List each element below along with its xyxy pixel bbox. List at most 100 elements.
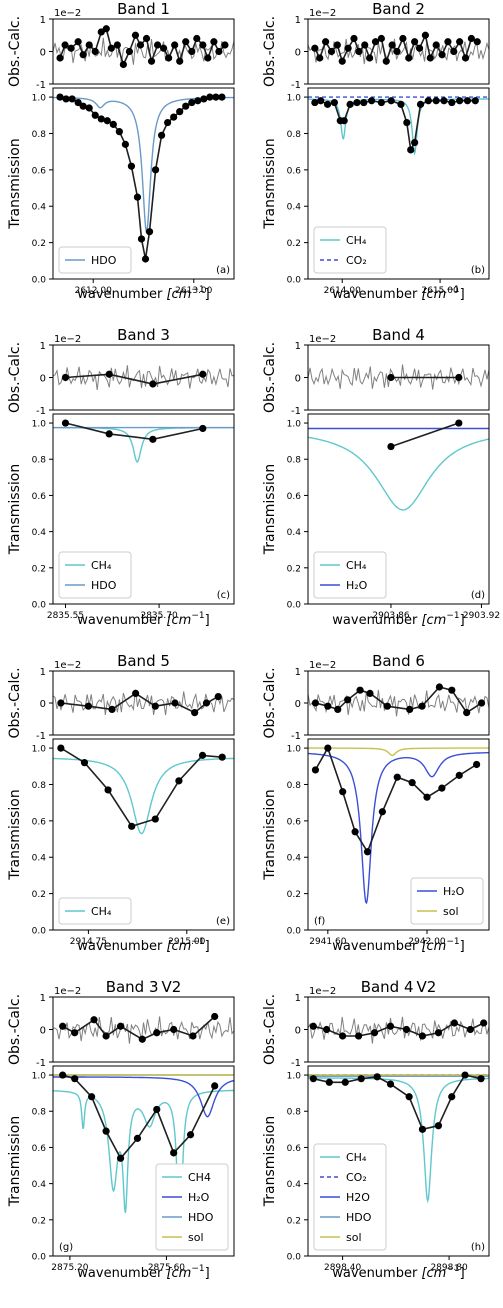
residual-point [189, 1032, 197, 1040]
observed-point [85, 104, 93, 112]
residual-point [210, 38, 218, 46]
ytick-label: 1.0 [287, 745, 302, 755]
residual-point [61, 373, 70, 382]
observed-point [103, 117, 111, 125]
residual-point [171, 699, 179, 707]
residual-point [473, 38, 481, 46]
residual-ylabel: Obs.-Calc. [262, 16, 278, 87]
observed-point [477, 1075, 485, 1083]
observed-point [455, 771, 463, 779]
residual-point [316, 54, 324, 62]
residual-point [432, 41, 440, 49]
transmission-plot [53, 93, 234, 263]
residual-ylabel: Obs.-Calc. [7, 667, 23, 738]
ytick-label: 0.4 [32, 528, 47, 538]
ytick-label: 1.0 [32, 745, 47, 755]
residual-point [426, 54, 434, 62]
legend-entry: CH₄ [346, 1151, 367, 1164]
residual-point [467, 34, 475, 43]
residual-exponent: 1e−2 [309, 986, 336, 997]
residual-point [136, 41, 145, 49]
legend-entry: CO₂ [346, 1171, 367, 1184]
residual-point [388, 41, 396, 49]
residual-point [383, 702, 391, 710]
observed-point [128, 822, 136, 830]
observed-point [309, 1075, 317, 1083]
observed-point [164, 118, 172, 127]
residual-plot [53, 1012, 234, 1044]
residual-point [339, 1032, 347, 1040]
ytick-label: 0.8 [287, 1108, 302, 1118]
residual-plot [308, 683, 489, 717]
observed-point [141, 255, 150, 263]
legend-box [155, 1163, 229, 1251]
ytick-label: 0.6 [287, 1144, 302, 1154]
ytick-label: 0.8 [32, 781, 47, 791]
legend: HDO [58, 246, 132, 274]
observed-point [74, 98, 82, 107]
series-line [53, 1089, 234, 1247]
ytick-label: 0.0 [287, 276, 302, 286]
observed-point [188, 98, 196, 107]
observed-point [170, 1149, 178, 1157]
residual-point [477, 699, 486, 707]
xaxis-label: wavenumber [cm−1] [77, 1264, 209, 1281]
panel-letter: (a) [216, 265, 230, 276]
residual-point [463, 709, 471, 717]
residual-point [456, 38, 464, 46]
legend-entry: HDO [91, 254, 117, 267]
residual-point [466, 1025, 474, 1034]
observed-point [218, 93, 226, 101]
xtick-label: 2614.00 [324, 286, 361, 296]
ytick-label: 0.6 [32, 166, 47, 176]
residual-ytick-label: 1 [40, 667, 46, 678]
legend: CH₄ CO₂ [313, 226, 387, 274]
transmission-frame [307, 413, 490, 605]
residual-ylabel: Obs.-Calc. [262, 667, 278, 738]
residual-point [382, 57, 390, 65]
ytick-label: 0.6 [32, 1144, 47, 1154]
residual-ytick-label: -1 [36, 406, 46, 417]
residual-point [450, 1019, 458, 1027]
residual-frame [52, 18, 235, 85]
residual-point [421, 31, 430, 39]
transmission-plot [53, 1071, 234, 1247]
residual-point [142, 34, 151, 43]
panel-letter: (g) [59, 1242, 73, 1253]
residual-point [74, 38, 82, 46]
legend-entry: HDO [346, 1211, 372, 1224]
xaxis-label: wavenumber [cm−1] [77, 937, 209, 954]
observed-point [411, 138, 419, 147]
xtick-label: 2898.40 [324, 1263, 361, 1273]
series-line [308, 1077, 489, 1204]
residual-point [366, 689, 374, 698]
residual-point [188, 47, 196, 56]
legend-box [58, 551, 132, 599]
residual-fit-line [65, 373, 203, 385]
panel-4: Band 4 1 0 -1 1e−2 Obs.-Calc. 0.0 0.2 0.4 0.6 0.8 1… [262, 326, 500, 628]
panel-title: Band 5 [117, 652, 170, 670]
residual-point [61, 41, 69, 49]
residual-plot [308, 31, 489, 65]
ytick-label: 0.2 [287, 890, 301, 900]
panel-letter: (c) [217, 590, 230, 601]
legend-box [410, 877, 484, 925]
residual-point [214, 693, 222, 701]
transmission-frame [52, 738, 235, 931]
residual-plot [53, 25, 234, 69]
legend-entry: HDO [91, 579, 117, 592]
ytick-label: 1.0 [287, 420, 302, 430]
ytick-label: 1.0 [32, 420, 47, 430]
series-line [53, 427, 234, 463]
residual-point [418, 1032, 427, 1040]
residual-point [334, 705, 342, 714]
ytick-label: 0.2 [287, 1216, 301, 1226]
residual-point [132, 689, 140, 698]
residual-point [113, 41, 121, 49]
xtick-label: 2615.00 [421, 286, 458, 296]
observed-point [407, 146, 415, 154]
ytick-label: 0.8 [287, 781, 302, 791]
ytick-label: 0.8 [32, 456, 47, 466]
xaxis-label: wavenumber [cm−1] [77, 611, 209, 628]
legend-box [58, 897, 132, 925]
